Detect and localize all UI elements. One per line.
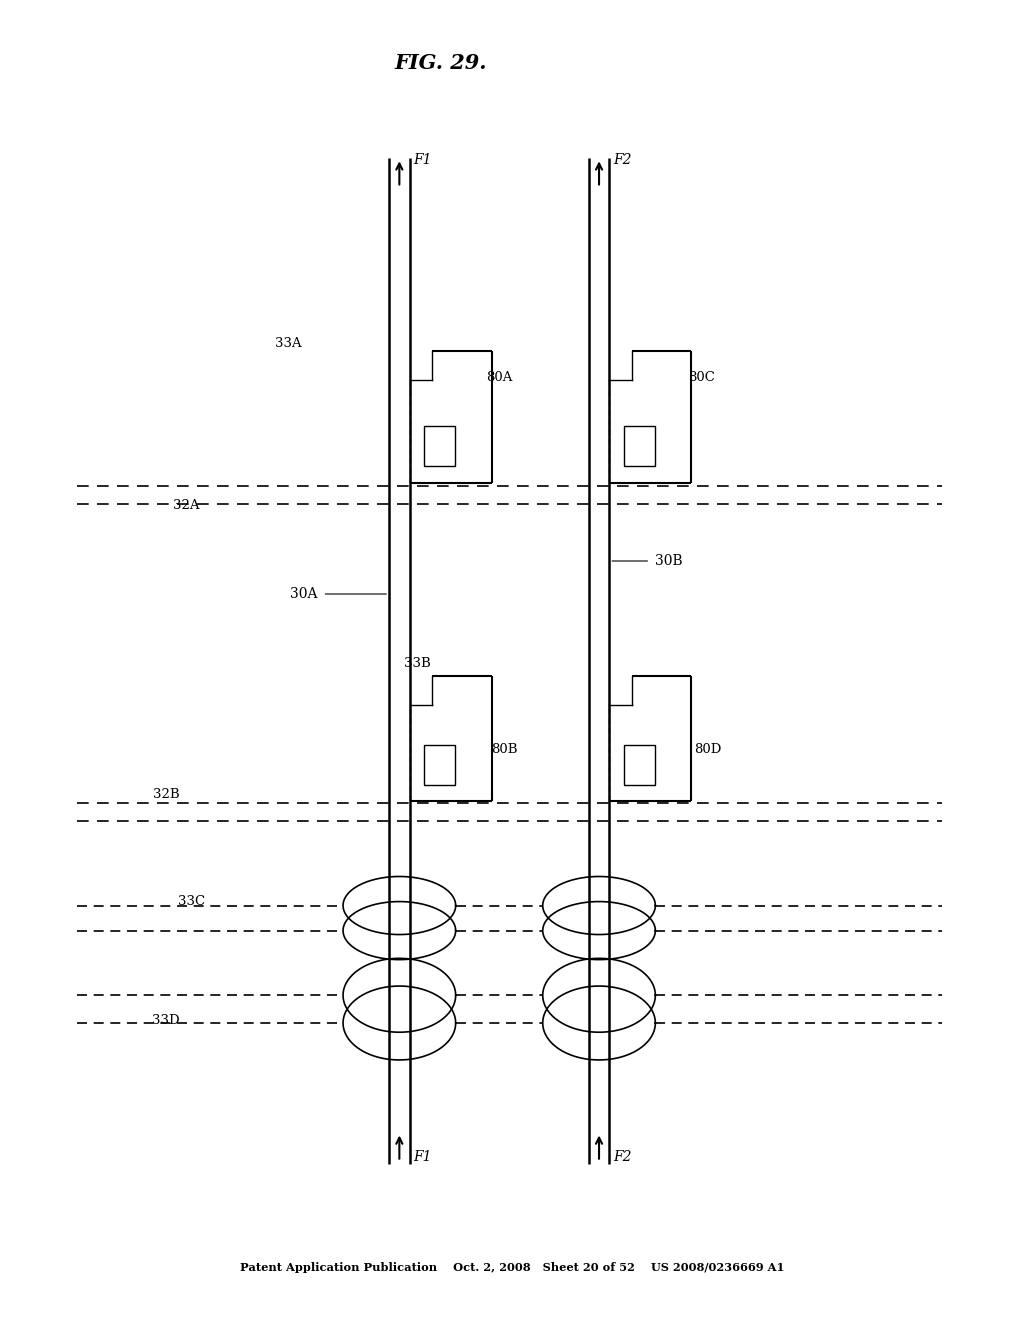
- Text: F1: F1: [414, 153, 432, 168]
- Text: 33B: 33B: [404, 657, 431, 671]
- Text: Patent Application Publication    Oct. 2, 2008   Sheet 20 of 52    US 2008/02366: Patent Application Publication Oct. 2, 2…: [240, 1262, 784, 1272]
- Text: 80A: 80A: [486, 371, 513, 384]
- Text: 33A: 33A: [275, 337, 302, 350]
- Bar: [424, 746, 455, 785]
- Text: 80B: 80B: [492, 743, 518, 756]
- Text: F2: F2: [613, 1150, 632, 1164]
- Bar: [624, 746, 654, 785]
- Bar: [624, 426, 654, 466]
- Bar: [424, 426, 455, 466]
- Text: 32A: 32A: [173, 499, 200, 512]
- Text: 80D: 80D: [694, 743, 722, 756]
- Text: FIG. 29.: FIG. 29.: [394, 53, 486, 74]
- Text: 33C: 33C: [178, 895, 205, 908]
- Text: 32B: 32B: [153, 788, 179, 801]
- Text: F2: F2: [613, 153, 632, 168]
- Text: 80C: 80C: [688, 371, 715, 384]
- Text: 30B: 30B: [655, 554, 683, 568]
- Text: 30A: 30A: [290, 587, 317, 601]
- Text: 33D: 33D: [152, 1014, 179, 1027]
- Text: F1: F1: [414, 1150, 432, 1164]
